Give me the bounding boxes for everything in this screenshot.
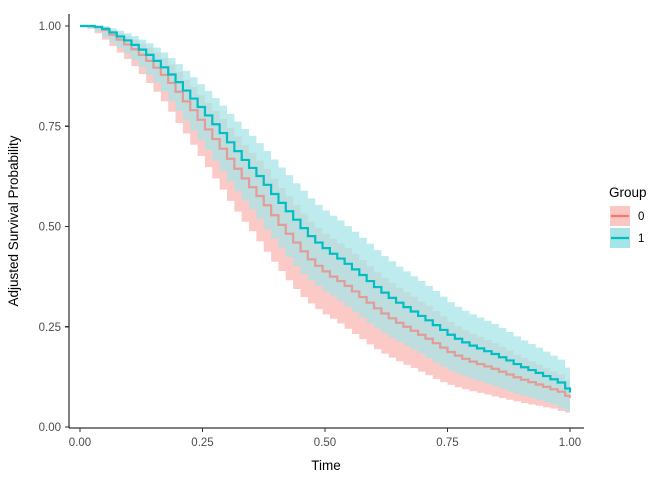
- survival-curve-group-0: [80, 24, 572, 399]
- x-tick-label: 0.00: [69, 437, 91, 449]
- x-tick-label: 1.00: [559, 437, 581, 449]
- x-axis-ticks: 0.00 0.25 0.50 0.75 1.00: [69, 428, 581, 449]
- y-tick-label: 0.75: [39, 121, 61, 133]
- y-tick-label: 0.00: [39, 422, 61, 434]
- x-axis-title: Time: [311, 458, 341, 473]
- y-axis-ticks: 0.00 0.25 0.50 0.75 1.00: [39, 21, 69, 434]
- legend-title: Group: [609, 185, 647, 200]
- confidence-band-group-1: [80, 26, 570, 411]
- legend-label-0: 0: [638, 211, 644, 223]
- legend: Group 01: [609, 185, 647, 248]
- survival-curves-layer: [80, 24, 572, 399]
- y-axis-title: Adjusted Survival Probability: [6, 135, 21, 306]
- x-tick-label: 0.25: [191, 437, 213, 449]
- legend-items: 01: [610, 206, 644, 248]
- x-tick-label: 0.75: [436, 437, 458, 449]
- x-tick-label: 0.50: [314, 437, 336, 449]
- y-tick-label: 1.00: [39, 21, 61, 33]
- confidence-bands-layer: [80, 26, 570, 413]
- legend-label-1: 1: [638, 233, 644, 245]
- axes-layer: [68, 14, 584, 429]
- y-tick-label: 0.25: [39, 322, 61, 334]
- survival-curve-group-1: [80, 24, 572, 393]
- y-tick-label: 0.50: [39, 222, 61, 234]
